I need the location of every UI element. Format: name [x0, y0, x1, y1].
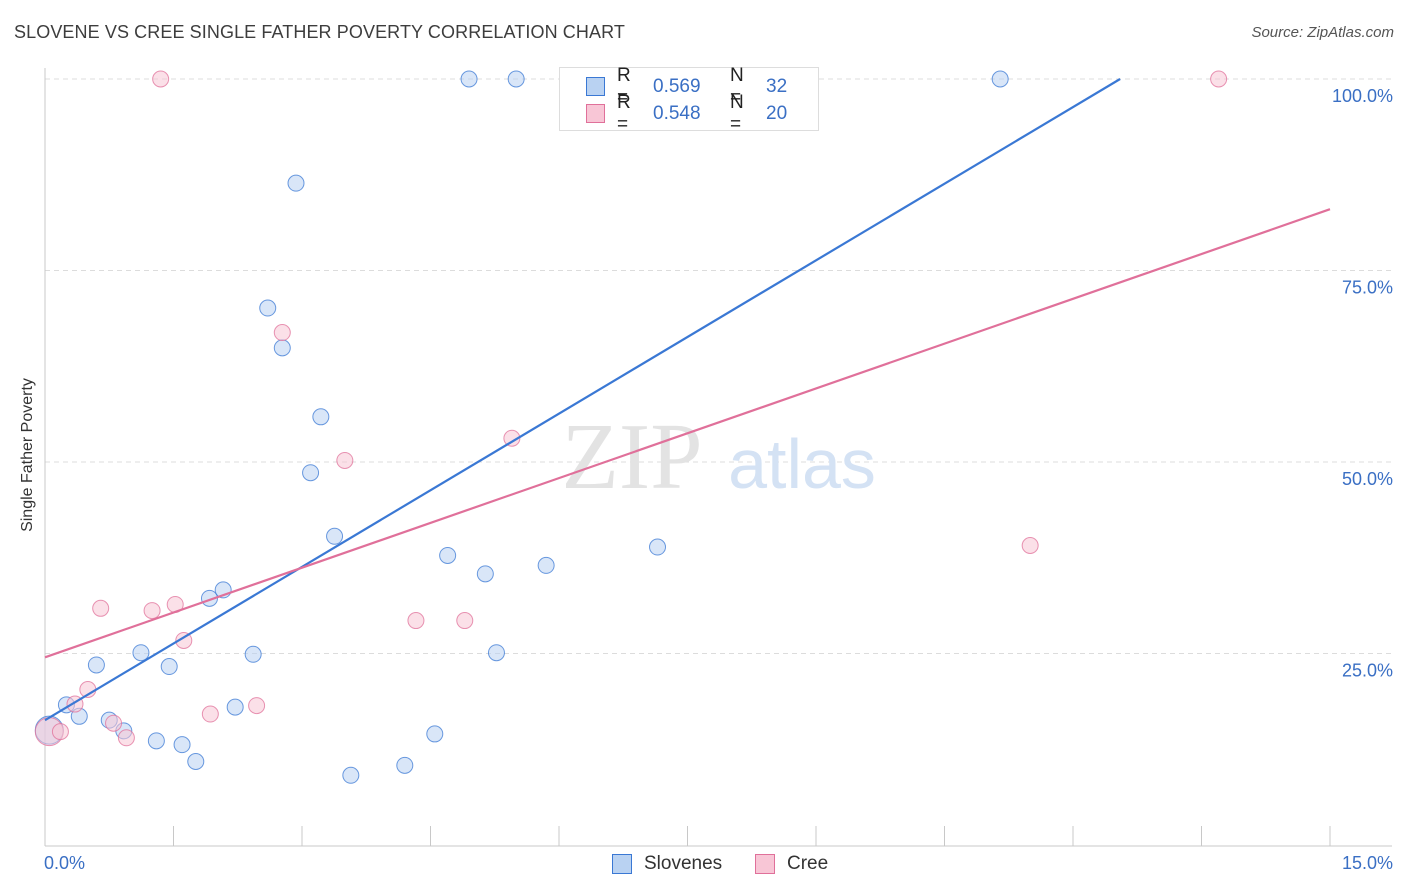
n-label: N =: [730, 92, 744, 135]
cree-point: [407, 612, 425, 630]
cree-point: [92, 599, 110, 617]
slovenes-point: [537, 556, 555, 574]
slovenes-point: [273, 339, 291, 357]
cree-point: [175, 631, 193, 649]
slovenes-point: [326, 527, 344, 545]
r-label: R =: [617, 92, 631, 135]
slovenes-point: [132, 644, 150, 662]
r-value: 0.569: [653, 76, 701, 97]
slovenes-point: [507, 70, 525, 88]
slovenes-point: [160, 658, 178, 676]
cree-point: [201, 705, 219, 723]
legend-label-cree: Cree: [787, 853, 829, 874]
cree-point: [248, 697, 266, 715]
cree-point: [143, 602, 161, 620]
x-tick-label: 15.0%: [1342, 853, 1393, 873]
slovenes-point: [312, 408, 330, 426]
y-tick-label: 50.0%: [1342, 469, 1393, 489]
cree-point: [51, 723, 69, 741]
slovenes-point: [426, 725, 444, 743]
n-value: 32: [766, 76, 788, 97]
slovenes-point: [476, 565, 494, 583]
slovenes-point: [187, 753, 205, 771]
slovenes-point: [173, 736, 191, 754]
data-points: [34, 70, 1228, 784]
r-label: R =: [617, 65, 631, 108]
legend-item-slovenes[interactable]: Slovenes: [612, 852, 722, 876]
slovenes-point: [302, 464, 320, 482]
chart-title: SLOVENE VS CREE SINGLE FATHER POVERTY CO…: [14, 22, 625, 42]
slovenes-point: [226, 698, 244, 716]
legend-label-slovenes: Slovenes: [644, 853, 723, 874]
r-value: 0.548: [653, 103, 701, 124]
cree-trend-line: [44, 208, 1331, 659]
slovenes-point: [342, 766, 360, 784]
slovenes-point: [259, 299, 277, 317]
y-tick-label: 25.0%: [1342, 661, 1393, 681]
watermark: ZIP atlas: [562, 405, 876, 509]
slovenes-point: [287, 174, 305, 192]
cree-point: [152, 70, 170, 88]
slovenes-swatch: [586, 77, 605, 96]
cree-point: [336, 451, 354, 469]
n-label: N =: [730, 65, 744, 108]
cree-point: [456, 612, 474, 630]
slovenes-point: [991, 70, 1009, 88]
slovenes-legend-swatch: [612, 854, 632, 874]
slovenes-point: [244, 645, 262, 663]
watermark-atlas: atlas: [728, 425, 876, 503]
legend-item-cree[interactable]: Cree: [755, 852, 828, 876]
cree-point: [105, 714, 123, 732]
tick-labels: 25.0% 50.0% 75.0% 100.0% 0.0% 15.0%: [44, 86, 1393, 873]
slovenes-point: [439, 546, 457, 564]
cree-point: [503, 429, 521, 447]
stats-box: R = 0.569 N = 32 R = 0.548 N = 20: [559, 65, 819, 135]
y-tick-label: 75.0%: [1342, 278, 1393, 298]
y-axis-label: Single Father Poverty: [19, 378, 36, 532]
watermark-zip: ZIP: [562, 405, 703, 509]
cree-swatch: [586, 104, 605, 123]
grid: [45, 78, 1392, 654]
trend-lines: [44, 78, 1331, 722]
y-tick-label: 100.0%: [1332, 86, 1393, 106]
cree-point: [1021, 536, 1039, 554]
slovenes-point: [460, 70, 478, 88]
slovenes-point: [649, 538, 667, 556]
source-label: Source: ZipAtlas.com: [1251, 24, 1394, 41]
slovenes-point: [87, 656, 105, 674]
cree-point: [117, 729, 135, 747]
x-tick-label: 0.0%: [44, 853, 85, 873]
cree-legend-swatch: [755, 854, 775, 874]
slovenes-point: [396, 756, 414, 774]
axes: [44, 68, 1392, 847]
slovenes-point: [487, 644, 505, 662]
slovenes-point: [147, 732, 165, 750]
slovenes-trend-line: [44, 78, 1121, 722]
cree-point: [1210, 70, 1228, 88]
n-value: 20: [766, 103, 788, 124]
cree-point: [273, 324, 291, 342]
